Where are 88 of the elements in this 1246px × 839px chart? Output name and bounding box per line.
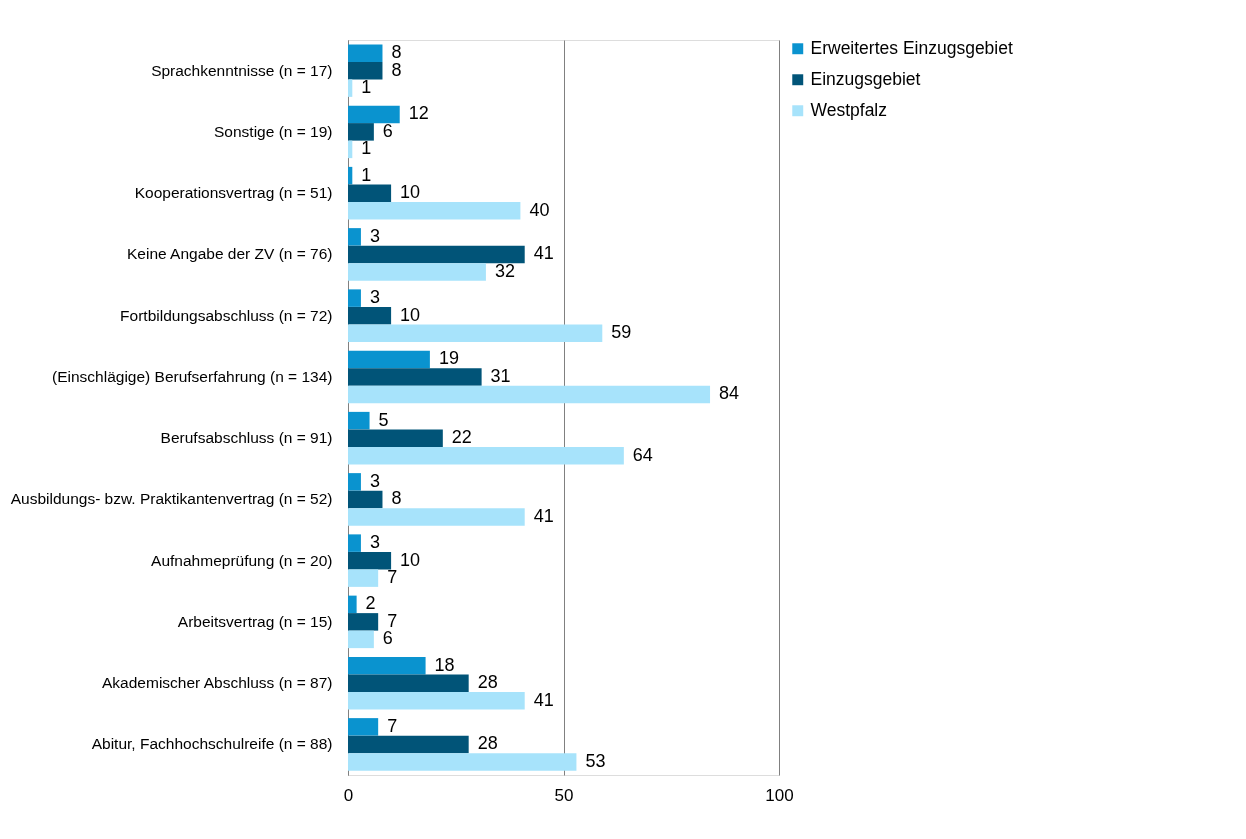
bar [348, 569, 379, 587]
data-label: 3 [369, 532, 380, 553]
bar [348, 446, 624, 465]
data-label: 64 [632, 444, 653, 465]
y-tick-label: Berufsabschluss (n = 91) [160, 429, 333, 447]
bar [348, 105, 400, 124]
bar [348, 166, 353, 185]
bar [348, 263, 486, 281]
data-label: 10 [400, 549, 421, 570]
bar [348, 61, 383, 80]
data-label: 32 [494, 260, 515, 281]
legend-label: Westpfalz [810, 99, 888, 120]
data-label: 7 [387, 567, 398, 588]
bar [348, 184, 392, 202]
data-label: 84 [719, 383, 740, 404]
data-label: 41 [533, 505, 554, 526]
bar [348, 674, 469, 692]
data-label: 6 [382, 120, 393, 141]
bar [348, 718, 379, 736]
data-label: 7 [387, 715, 398, 736]
bar [348, 140, 353, 159]
y-tick-label: (Einschlägige) Berufserfahrung (n = 134) [52, 367, 333, 385]
data-label: 28 [477, 672, 498, 693]
data-label: 3 [369, 225, 380, 246]
data-label: 1 [361, 138, 372, 159]
bar [348, 534, 361, 552]
data-label: 3 [369, 287, 380, 308]
bar [348, 411, 370, 430]
data-label: 5 [378, 409, 389, 430]
bar [348, 656, 426, 675]
bar [348, 753, 577, 771]
data-label: 10 [400, 304, 421, 325]
y-tick-label: Kooperationsvertrag (n = 51) [134, 184, 333, 202]
bar [348, 385, 711, 404]
data-label: 12 [408, 103, 429, 124]
data-label: 1 [361, 77, 372, 98]
bar [348, 368, 482, 386]
y-tick-label: Sprachkenntnisse (n = 17) [151, 61, 333, 79]
data-label: 40 [529, 199, 550, 220]
data-label: 1 [361, 164, 372, 185]
data-label: 31 [490, 365, 511, 386]
bar [348, 691, 525, 710]
bar [348, 123, 374, 141]
data-label: 19 [438, 348, 459, 369]
legend-label: Erweitertes Einzugsgebiet [810, 37, 1013, 58]
bar [348, 324, 603, 342]
x-tick-label: 0 [343, 785, 354, 805]
bar [348, 613, 379, 631]
y-tick-label: Keine Angabe der ZV (n = 76) [126, 245, 333, 263]
y-tick-label: Fortbildungsabschluss (n = 72) [120, 306, 333, 324]
x-tick-label: 50 [554, 785, 574, 805]
data-label: 6 [382, 628, 393, 649]
x-tick-label: 100 [765, 785, 794, 805]
data-label: 53 [585, 750, 606, 771]
bar [348, 595, 357, 614]
y-tick-label: Abitur, Fachhochschulreife (n = 88) [91, 735, 333, 753]
y-tick-label: Sonstige (n = 19) [214, 122, 333, 140]
bar [348, 306, 392, 325]
y-tick-label: Arbeitsvertrag (n = 15) [177, 612, 333, 630]
bar [348, 228, 361, 246]
bar [348, 429, 443, 447]
bar [348, 44, 383, 62]
data-label: 41 [533, 689, 554, 710]
data-label: 3 [369, 470, 380, 491]
bar [348, 551, 392, 570]
bar [348, 630, 374, 649]
data-label: 41 [533, 243, 554, 264]
bar [348, 473, 361, 491]
bar [348, 735, 469, 754]
y-tick-label: Akademischer Abschluss (n = 87) [102, 674, 333, 692]
bar [348, 289, 361, 307]
data-label: 2 [365, 593, 376, 614]
data-label: 7 [387, 610, 398, 631]
bar [348, 79, 353, 97]
y-tick-label: Aufnahmeprüfung (n = 20) [151, 551, 333, 569]
bar [348, 201, 521, 220]
data-label: 59 [611, 322, 632, 343]
data-label: 10 [400, 182, 421, 203]
bar [348, 490, 383, 509]
bar [348, 350, 430, 369]
data-label: 8 [391, 488, 402, 509]
data-label: 28 [477, 733, 498, 754]
bar [348, 245, 525, 264]
bar [348, 508, 525, 526]
y-tick-label: Ausbildungs- bzw. Praktikantenvertrag (n = 52) [10, 490, 333, 508]
legend-label: Einzugsgebiet [810, 68, 921, 89]
data-label: 18 [434, 654, 455, 675]
data-label: 22 [451, 427, 472, 448]
